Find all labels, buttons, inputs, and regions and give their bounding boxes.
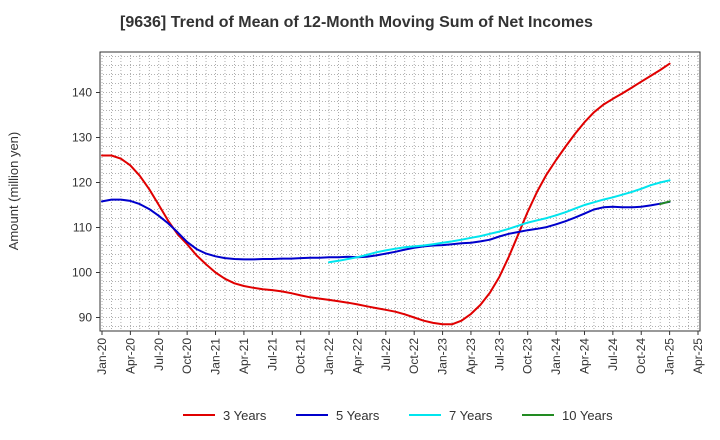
x-tick-label: Apr-22 xyxy=(350,338,364,374)
x-tick-label: Jan-22 xyxy=(322,338,336,375)
legend-label: 7 Years xyxy=(449,408,493,423)
chart-title: [9636] Trend of Mean of 12-Month Moving … xyxy=(120,14,593,31)
x-tick-label: Oct-22 xyxy=(407,338,421,374)
x-tick-label: Jul-23 xyxy=(492,338,506,371)
series-line-10-years xyxy=(659,200,671,206)
x-tick-label: Jul-24 xyxy=(606,338,620,371)
series-line-3-years xyxy=(101,62,671,326)
x-tick-label: Oct-24 xyxy=(634,338,648,374)
legend-label: 3 Years xyxy=(223,408,267,423)
y-tick-label: 90 xyxy=(79,311,93,325)
x-tick-label: Apr-25 xyxy=(691,338,705,374)
x-tick-label: Jan-20 xyxy=(95,338,109,375)
x-tick-label: Oct-20 xyxy=(180,338,194,374)
y-tick-label: 140 xyxy=(72,86,92,100)
x-tick-label: Jul-20 xyxy=(152,338,166,371)
series-lines xyxy=(101,62,671,326)
legend-label: 10 Years xyxy=(562,408,613,423)
x-tick-label: Jul-22 xyxy=(379,338,393,371)
legend-label: 5 Years xyxy=(336,408,380,423)
x-tick-label: Apr-24 xyxy=(577,338,591,374)
x-tick-label: Jan-21 xyxy=(209,338,223,375)
x-tick-label: Jul-21 xyxy=(265,338,279,371)
y-tick-label: 100 xyxy=(72,266,92,280)
x-tick-label: Jan-23 xyxy=(436,338,450,375)
series-line-7-years xyxy=(328,179,671,264)
y-tick-label: 110 xyxy=(73,221,92,235)
legend: 3 Years 5 Years 7 Years 10 Years xyxy=(183,408,613,423)
x-tick-label: Apr-23 xyxy=(464,338,478,374)
x-tick-label: Oct-23 xyxy=(521,338,535,374)
x-tick-label: Apr-21 xyxy=(237,338,251,374)
x-tick-label: Oct-21 xyxy=(294,338,308,374)
x-tick-label: Jan-24 xyxy=(549,338,563,375)
y-axis-title: Amount (million yen) xyxy=(6,132,21,251)
x-tick-label: Jan-25 xyxy=(663,338,677,375)
y-axis-ticks: 90 100 110 120 130 140 xyxy=(72,86,100,325)
grid-lines xyxy=(100,52,700,331)
y-tick-label: 120 xyxy=(72,176,92,190)
y-tick-label: 130 xyxy=(72,131,92,145)
x-axis-ticks: Jan-20 Apr-20 Jul-20 Oct-20 Jan-21 Apr-21 Jul-… xyxy=(95,331,705,375)
series-line-5-years xyxy=(101,198,671,261)
x-tick-label: Apr-20 xyxy=(123,338,137,374)
